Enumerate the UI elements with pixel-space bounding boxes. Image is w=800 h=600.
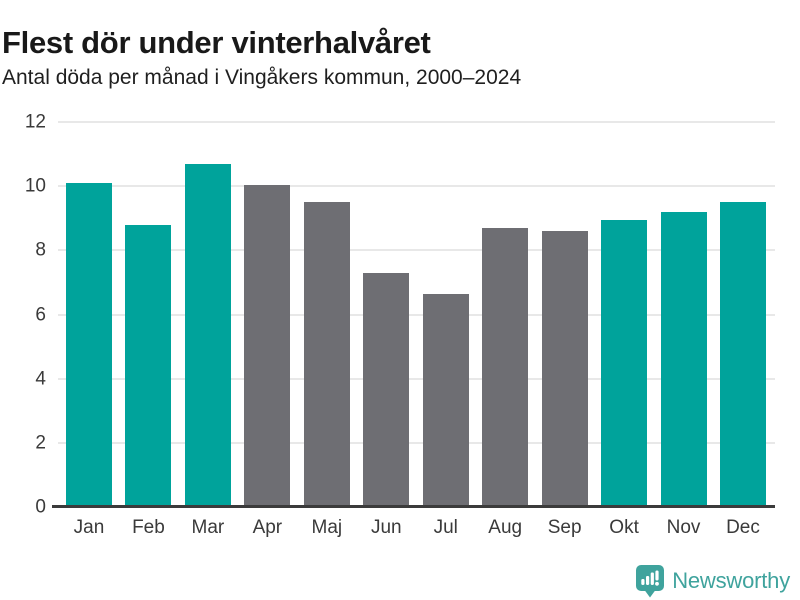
x-tick-label-jan: Jan [73, 517, 105, 538]
gridline [58, 185, 775, 188]
bar-dec [719, 202, 766, 507]
y-tick-label-4: 4 [35, 368, 46, 390]
bar-mar [184, 163, 231, 507]
newsworthy-logo-icon [636, 565, 665, 598]
bar-aug [482, 227, 529, 507]
x-tick-label-jul: Jul [433, 517, 458, 538]
bar-jan [66, 182, 112, 507]
bar-jun [363, 272, 410, 507]
bar-nov [660, 211, 707, 507]
x-tick-label-feb: Feb [132, 517, 165, 538]
y-axis-labels: 0 2 4 6 8 10 12 [0, 113, 46, 517]
y-tick-label-10: 10 [24, 175, 46, 197]
bars [58, 122, 775, 507]
y-tick-label-2: 2 [35, 432, 46, 454]
x-axis-line [52, 505, 775, 508]
x-tick-label-mar: Mar [191, 517, 225, 538]
gridline [58, 313, 775, 316]
bar-maj [303, 202, 350, 507]
x-tick-label-nov: Nov [666, 517, 701, 538]
gridline [58, 377, 775, 380]
y-tick-label-6: 6 [35, 304, 46, 325]
gridline [58, 441, 775, 444]
chart-subtitle: Antal döda per månad i Vingåkers kommun,… [2, 66, 522, 89]
plot-area [52, 121, 775, 508]
x-tick-label-dec: Dec [726, 517, 760, 538]
y-tick-label-8: 8 [35, 239, 46, 261]
bar-okt [601, 219, 648, 507]
bar-jul [422, 293, 469, 507]
gridline [58, 121, 775, 123]
x-tick-label-aug: Aug [488, 517, 523, 538]
x-tick-label-okt: Okt [609, 517, 639, 538]
bar-apr [244, 184, 291, 507]
y-tick-label-0: 0 [35, 496, 46, 518]
bar-sep [541, 231, 588, 507]
x-tick-label-apr: Apr [252, 517, 283, 538]
gridline [58, 249, 775, 252]
x-axis-labels: Jan Feb Mar Apr Maj Jun Jul Aug Sep Okt Nov Dec [58, 517, 775, 539]
x-tick-label-jun: Jun [370, 517, 402, 538]
bar-feb [125, 224, 172, 507]
x-tick-label-maj: Maj [311, 517, 343, 538]
y-tick-label-12: 12 [24, 111, 46, 133]
brand-name: Newsworthy [672, 568, 790, 593]
x-tick-label-sep: Sep [547, 517, 582, 538]
chart-title: Flest dör under vinterhalvåret [2, 24, 431, 60]
brand-footer: Newsworthy [635, 564, 790, 598]
